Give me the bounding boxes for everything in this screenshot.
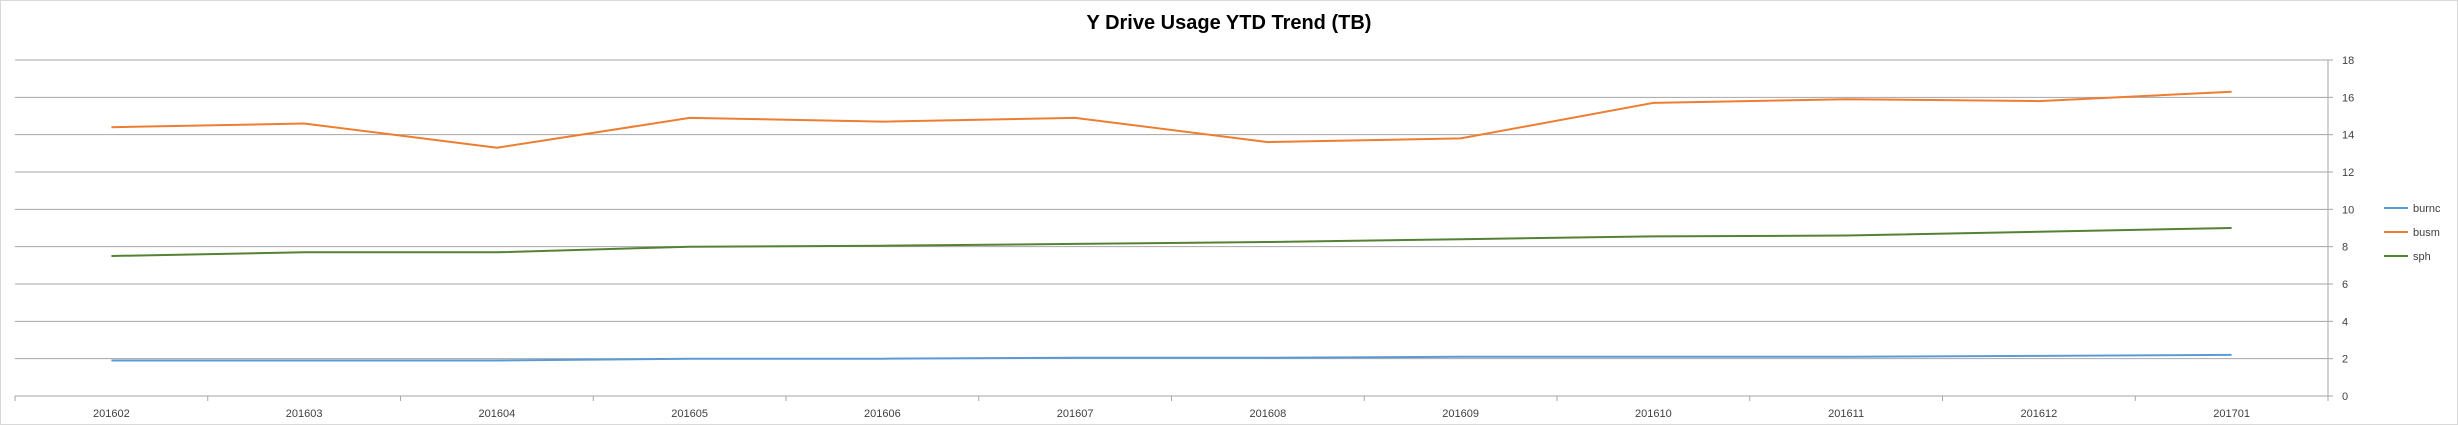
legend: burnc busm sph: [2384, 203, 2441, 263]
chart-title: Y Drive Usage YTD Trend (TB): [1086, 12, 1372, 34]
x-tick-label: 201608: [1250, 408, 1287, 420]
y-tick-label: 8: [2342, 242, 2348, 254]
legend-label-burnc: burnc: [2413, 203, 2441, 215]
gridlines: [15, 59, 2328, 360]
y-axis-tick-labels: 0 2 4 6 8 10 12 14 16 18: [2342, 55, 2354, 403]
x-tick-label: 201604: [479, 408, 516, 420]
y-tick-label: 18: [2342, 55, 2354, 67]
x-tick-label: 201701: [2213, 408, 2250, 420]
series-line-burnc: [111, 353, 2232, 362]
x-tick-label: 201602: [93, 408, 130, 420]
x-tick-label: 201606: [864, 408, 901, 420]
x-tick-label: 201610: [1635, 408, 1672, 420]
x-tick-label: 201605: [671, 408, 708, 420]
x-tick-label: 201607: [1057, 408, 1094, 420]
series-lines: [111, 90, 2232, 362]
y-tick-label: 12: [2342, 167, 2354, 179]
series-line-busm: [111, 90, 2232, 149]
x-tick-label: 201611: [1828, 408, 1864, 420]
legend-label-sph: sph: [2413, 251, 2431, 263]
x-tick-label: 201603: [286, 408, 323, 420]
axes: [14, 59, 2333, 401]
series-line-sph: [111, 227, 2232, 257]
y-tick-label: 4: [2342, 316, 2348, 328]
y-tick-label: 16: [2342, 92, 2354, 104]
y-tick-label: 14: [2342, 130, 2354, 142]
y-tick-label: 2: [2342, 354, 2348, 366]
x-tick-label: 201609: [1442, 408, 1479, 420]
y-tick-label: 6: [2342, 279, 2348, 291]
x-axis-tick-labels: 201602 201603 201604 201605 201606 201607 2016…: [93, 408, 2250, 420]
x-tick-label: 201612: [2021, 408, 2058, 420]
legend-label-busm: busm: [2413, 227, 2440, 239]
y-tick-label: 0: [2342, 391, 2348, 403]
y-tick-label: 10: [2342, 204, 2354, 216]
